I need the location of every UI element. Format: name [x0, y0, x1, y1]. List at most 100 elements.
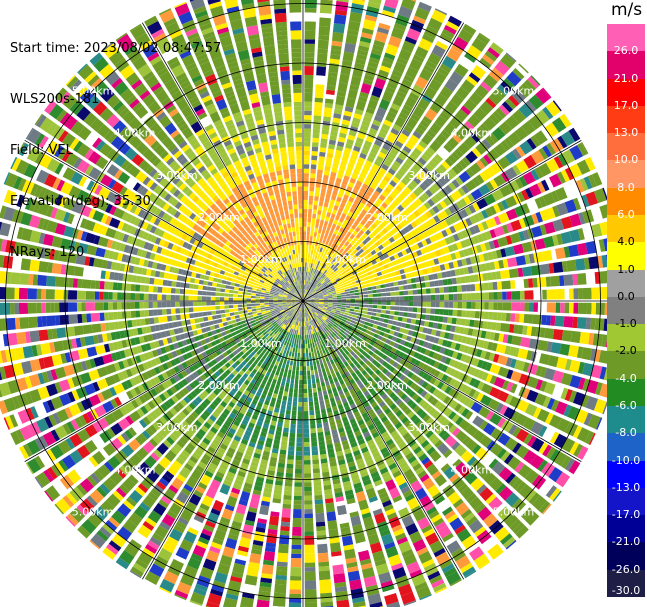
range-gate — [385, 239, 392, 246]
range-gate — [380, 309, 386, 314]
range-gate — [398, 181, 406, 189]
range-gate — [345, 277, 351, 282]
range-gate — [361, 27, 374, 35]
range-gate — [303, 361, 306, 367]
range-gate — [290, 558, 302, 568]
range-gate — [421, 239, 428, 247]
range-gate — [283, 373, 288, 378]
range-gate — [412, 130, 422, 139]
range-gate — [576, 159, 591, 175]
range-gate — [343, 265, 349, 271]
range-gate — [450, 192, 459, 202]
range-gate — [412, 164, 421, 173]
range-gate — [304, 295, 308, 299]
range-gate — [433, 280, 439, 287]
range-gate — [320, 257, 325, 263]
range-gate — [535, 109, 550, 125]
range-gate — [308, 204, 313, 210]
range-gate — [404, 296, 409, 301]
range-gate — [582, 287, 592, 300]
range-gate — [303, 208, 308, 214]
range-gate — [319, 297, 324, 300]
range-gate — [388, 35, 402, 48]
range-gate — [381, 220, 388, 227]
range-gate — [417, 216, 425, 224]
range-gate — [304, 513, 313, 519]
range-gate — [485, 217, 497, 229]
range-gate — [332, 564, 345, 575]
range-gate — [445, 217, 453, 226]
range-gate — [304, 326, 306, 331]
range-gate — [357, 271, 363, 276]
range-gate — [323, 294, 328, 297]
range-gate — [346, 280, 352, 284]
range-gate — [326, 85, 336, 91]
range-gate — [474, 84, 489, 99]
range-gate — [313, 110, 322, 116]
range-gate — [410, 229, 418, 237]
range-gate — [351, 213, 358, 220]
range-gate — [427, 17, 443, 32]
range-gate — [457, 259, 463, 267]
range-gate — [306, 357, 309, 362]
range-gate — [318, 395, 324, 401]
range-gate — [432, 273, 438, 280]
range-gate — [291, 374, 295, 380]
range-gate — [381, 123, 391, 131]
range-gate — [304, 598, 317, 603]
range-gate — [439, 32, 453, 43]
range-gate — [401, 249, 408, 256]
range-gate — [432, 170, 441, 179]
range-gate — [577, 288, 583, 300]
range-gate — [317, 552, 329, 563]
range-gate — [312, 236, 317, 242]
range-gate — [359, 152, 367, 160]
range-gate — [512, 109, 527, 124]
range-gate — [330, 49, 341, 56]
range-gate — [414, 46, 429, 59]
range-gate — [505, 312, 511, 322]
range-gate — [338, 266, 344, 271]
range-gate — [372, 44, 384, 52]
range-gate — [368, 57, 380, 65]
range-gate — [305, 289, 308, 294]
range-gate — [303, 411, 309, 416]
range-gate — [353, 273, 359, 278]
range-gate — [314, 106, 323, 112]
range-gate — [304, 284, 307, 290]
range-gate — [435, 249, 442, 257]
range-gate — [279, 449, 287, 455]
range-gate — [402, 218, 410, 226]
range-gate — [345, 33, 358, 45]
range-gate — [336, 306, 342, 309]
range-gate — [292, 401, 298, 407]
range-gate — [277, 552, 289, 563]
range-gate — [317, 387, 322, 392]
range-gate — [313, 250, 317, 255]
range-gate — [369, 182, 377, 190]
range-gate — [331, 292, 337, 295]
range-gate — [488, 302, 494, 310]
range-gate — [521, 189, 530, 201]
range-gate — [362, 314, 367, 318]
range-gate — [599, 318, 605, 331]
range-gate — [281, 517, 291, 523]
range-gate — [325, 161, 332, 167]
range-gate — [460, 79, 475, 94]
range-gate — [561, 216, 573, 230]
range-gate — [321, 274, 326, 279]
range-gate — [323, 244, 328, 250]
range-gate — [385, 171, 394, 179]
range-gate — [514, 279, 525, 289]
range-gate — [370, 249, 377, 256]
range-gate — [445, 270, 452, 278]
range-gate — [345, 260, 351, 266]
range-gate — [309, 240, 313, 246]
range-gate — [389, 315, 394, 320]
range-gate — [387, 152, 397, 160]
range-gate — [360, 83, 372, 94]
range-gate — [320, 215, 326, 221]
range-gate — [452, 233, 460, 242]
range-gate — [345, 268, 351, 273]
range-gate — [354, 108, 364, 116]
